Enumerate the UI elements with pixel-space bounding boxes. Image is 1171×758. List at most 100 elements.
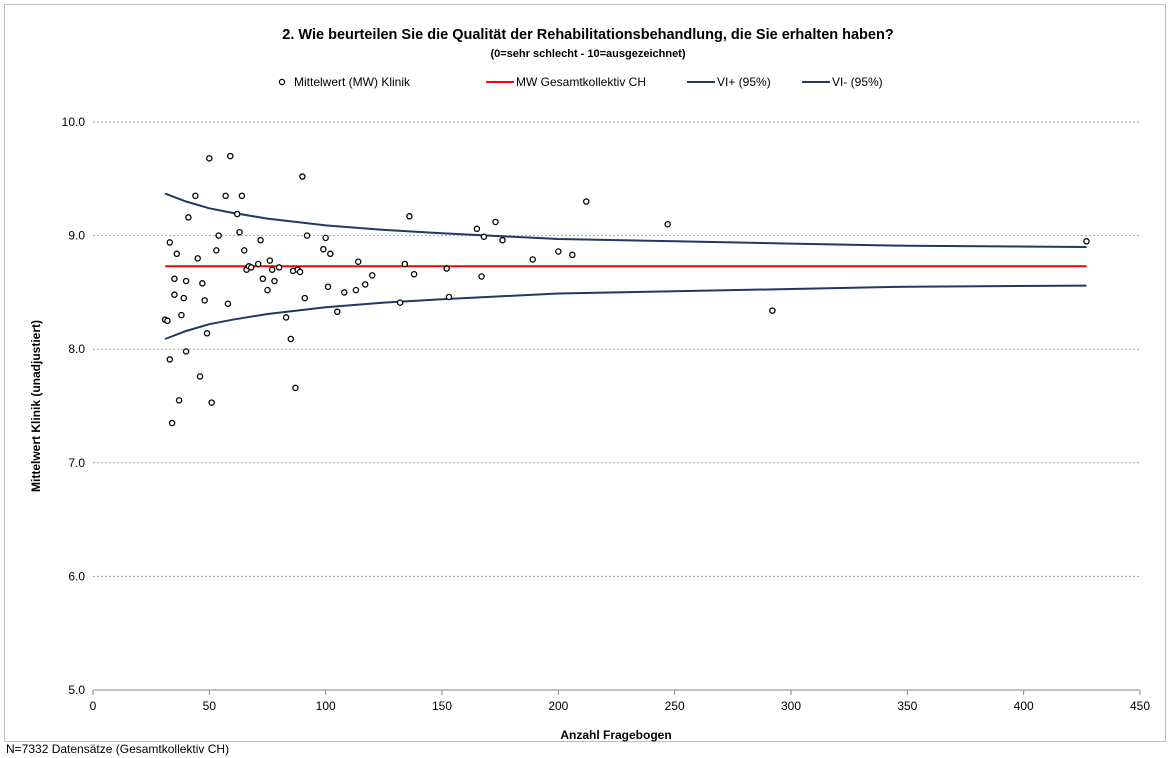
data-point <box>175 397 183 404</box>
data-point <box>320 245 327 253</box>
x-tick-label-6: 300 <box>781 699 801 713</box>
data-point <box>301 294 308 302</box>
data-point <box>1083 238 1090 245</box>
data-point <box>664 220 671 228</box>
data-point <box>322 234 329 242</box>
data-point <box>480 233 488 240</box>
data-point <box>296 268 304 276</box>
data-point <box>334 308 341 315</box>
data-point <box>182 277 190 285</box>
chart-title: 2. Wie beurteilen Sie die Qualität der R… <box>282 27 894 43</box>
data-point <box>222 192 229 200</box>
legend-label-3: VI- (95%) <box>832 75 883 89</box>
x-tick-label-1: 50 <box>203 699 217 713</box>
data-point <box>406 213 413 220</box>
data-point <box>206 155 213 162</box>
data-point <box>171 275 178 283</box>
x-axis-title: Anzahl Fragebogen <box>560 728 671 742</box>
legend-label-0: Mittelwert (MW) Klinik <box>294 75 411 89</box>
data-point <box>352 286 360 294</box>
x-tick-label-8: 400 <box>1014 699 1034 713</box>
data-point <box>213 247 220 254</box>
data-point <box>324 283 332 290</box>
data-point <box>164 317 171 325</box>
x-tick-labels: 0 50 100 150 200 250 300 350 400 450 <box>90 699 1151 713</box>
data-point <box>234 210 241 218</box>
chart-frame <box>4 4 1166 742</box>
data-point <box>201 297 208 304</box>
y-tick-labels: 5.0 6.0 7.0 8.0 9.0 10.0 <box>62 115 86 697</box>
data-point <box>236 228 243 236</box>
data-point <box>275 264 283 271</box>
data-point <box>299 173 306 180</box>
y-tick-label-2: 7.0 <box>68 456 85 470</box>
y-tick-label-1: 6.0 <box>68 569 85 583</box>
x-tick-label-5: 250 <box>665 699 685 713</box>
data-point <box>341 289 348 296</box>
legend: Mittelwert (MW) Klinik MW Gesamtkollektiv… <box>278 75 883 89</box>
data-point <box>327 250 334 258</box>
legend-label-2: VI+ (95%) <box>717 75 771 89</box>
chart-subtitle: (0=sehr schlecht - 10=ausgezeichnet) <box>490 48 685 60</box>
data-point <box>271 277 278 285</box>
x-tick-label-9: 450 <box>1130 699 1150 713</box>
footnote: N=7332 Datensätze (Gesamtkollektiv CH) <box>6 742 229 756</box>
data-point <box>401 260 409 268</box>
data-point <box>166 356 174 363</box>
data-point <box>224 300 232 308</box>
data-point <box>473 225 481 233</box>
data-point <box>396 299 404 306</box>
data-point <box>178 311 185 319</box>
data-point <box>185 214 192 221</box>
y-axis-title: Mittelwert Klinik (unadjustiert) <box>29 320 43 492</box>
data-point <box>361 281 369 288</box>
data-point <box>194 255 201 262</box>
data-point <box>368 272 376 279</box>
data-point <box>282 314 290 321</box>
data-point <box>529 256 536 263</box>
data-point <box>238 192 246 200</box>
data-point <box>478 273 485 280</box>
data-point <box>583 198 590 205</box>
data-point <box>445 293 453 301</box>
data-point <box>569 251 576 259</box>
data-point <box>215 232 222 239</box>
confidence-interval-lines <box>164 192 1087 340</box>
x-tick-label-4: 200 <box>548 699 568 713</box>
data-point <box>182 348 190 355</box>
data-point <box>259 275 267 283</box>
data-point <box>443 265 450 272</box>
ci-upper-line <box>164 192 1087 248</box>
data-point <box>208 399 215 406</box>
data-point <box>203 330 211 337</box>
gridlines <box>93 121 1140 577</box>
x-tick-label-3: 150 <box>432 699 452 713</box>
data-point <box>287 335 295 343</box>
data-point <box>354 258 362 265</box>
data-point <box>410 270 418 278</box>
data-points <box>161 152 1090 427</box>
data-point <box>180 294 187 302</box>
data-point <box>499 236 506 244</box>
data-point <box>227 152 234 160</box>
x-tick-label-7: 350 <box>897 699 917 713</box>
data-point <box>268 266 276 273</box>
legend-marker-0 <box>278 78 286 86</box>
data-point <box>192 192 199 200</box>
y-tick-label-4: 9.0 <box>68 229 85 243</box>
data-point <box>168 419 176 427</box>
axes <box>92 689 1141 695</box>
data-point <box>199 280 206 287</box>
data-point <box>173 250 181 258</box>
y-tick-label-5: 10.0 <box>62 115 86 129</box>
x-tick-label-2: 100 <box>316 699 336 713</box>
legend-label-1: MW Gesamtkollektiv CH <box>516 75 646 89</box>
data-point <box>171 291 178 298</box>
data-point <box>254 260 262 268</box>
data-point <box>247 264 255 271</box>
data-point <box>240 247 248 254</box>
data-point <box>264 286 271 294</box>
data-point <box>303 232 311 239</box>
data-point <box>555 248 562 255</box>
